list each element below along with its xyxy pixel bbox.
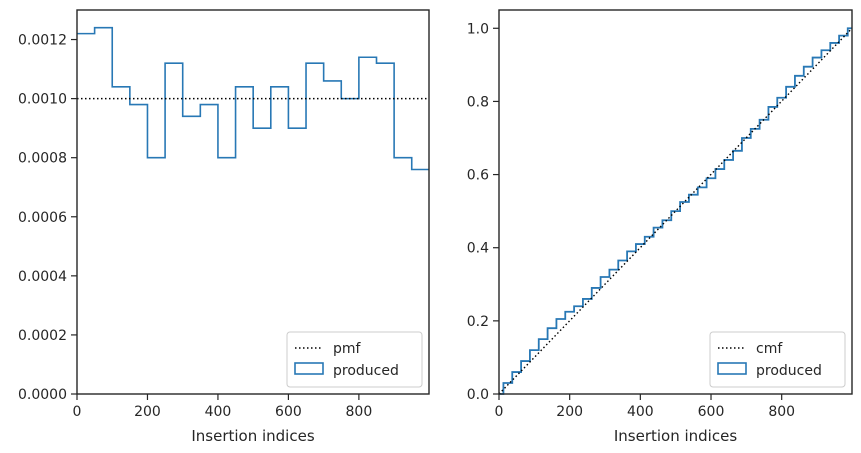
plot-frame bbox=[498, 9, 853, 395]
produced-cumulative-line bbox=[499, 27, 852, 395]
cumulative-panel: 0 200 400 600 800 0.0 0.2 0.4 0.6 0.8 1.0 Insertion… bbox=[467, 9, 853, 445]
x-axis-label: Insertion indices bbox=[614, 427, 737, 445]
produced-legend-swatch bbox=[717, 362, 747, 375]
y-tick-label: 0.8 bbox=[467, 94, 489, 110]
x-tick-label: 800 bbox=[768, 404, 795, 420]
y-tick-label: 0.0000 bbox=[18, 387, 67, 403]
x-tick-label: 400 bbox=[627, 404, 654, 420]
x-tick-label: 0 bbox=[495, 404, 504, 420]
produced-legend-swatch bbox=[294, 362, 324, 375]
y-tick-label: 1.0 bbox=[467, 21, 489, 37]
y-tick-label: 0.4 bbox=[467, 241, 489, 257]
x-axis-label: Insertion indices bbox=[191, 427, 314, 445]
cmf-line bbox=[498, 27, 853, 395]
pmf-legend-label: pmf bbox=[333, 341, 362, 357]
x-tick-label: 600 bbox=[275, 404, 302, 420]
cmf-legend-label: cmf bbox=[756, 341, 783, 357]
y-tick-label: 0.0010 bbox=[18, 92, 67, 108]
plot-frame bbox=[76, 9, 430, 395]
y-tick-label: 0.2 bbox=[467, 314, 489, 330]
y-tick-label: 0.6 bbox=[467, 168, 489, 184]
x-tick-label: 600 bbox=[698, 404, 725, 420]
x-tick-label: 200 bbox=[556, 404, 583, 420]
x-tick-label: 400 bbox=[205, 404, 232, 420]
y-tick-label: 0.0 bbox=[467, 387, 489, 403]
x-tick-label: 800 bbox=[346, 404, 373, 420]
y-tick-label: 0.0002 bbox=[18, 328, 67, 344]
produced-histogram-step bbox=[77, 26, 429, 171]
y-tick-label: 0.0006 bbox=[18, 210, 67, 226]
produced-legend-label: produced bbox=[756, 363, 822, 379]
x-tick-label: 200 bbox=[134, 404, 161, 420]
y-tick-label: 0.0008 bbox=[18, 151, 67, 167]
x-tick-label: 0 bbox=[73, 404, 82, 420]
produced-legend-label: produced bbox=[333, 363, 399, 379]
histogram-panel: 0 200 400 600 800 0.0000 0.0002 0.0004 0.0006 0.0… bbox=[18, 9, 430, 445]
y-tick-label: 0.0004 bbox=[18, 269, 67, 285]
y-tick-label: 0.0012 bbox=[18, 33, 67, 49]
